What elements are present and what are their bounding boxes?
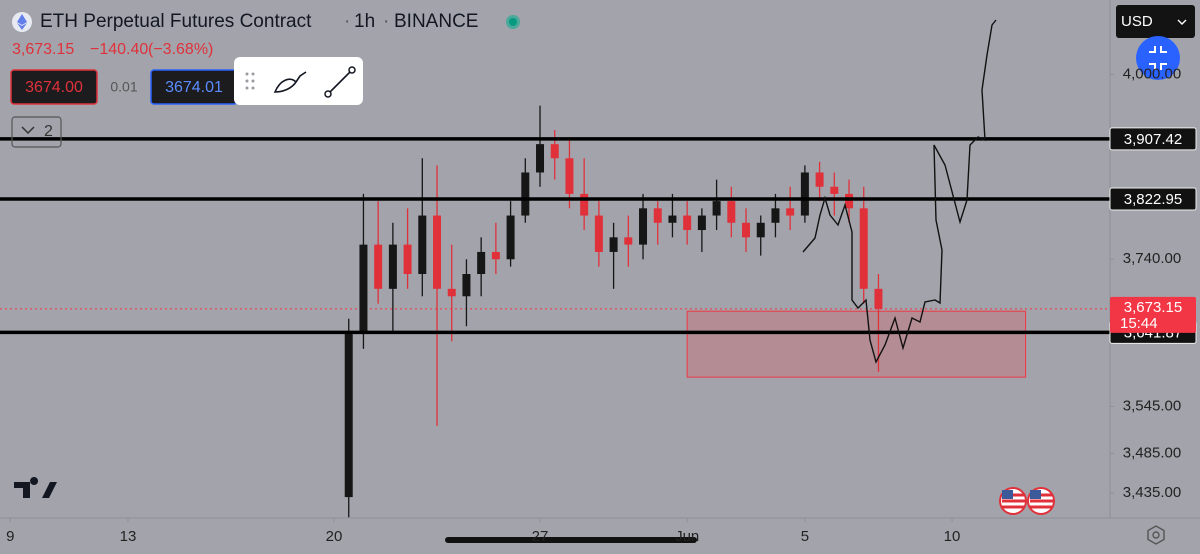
candle-body <box>830 186 839 194</box>
price-change: −140.40 <box>90 41 148 58</box>
candle-body <box>756 222 765 238</box>
candle-body <box>344 333 353 498</box>
candle-body <box>668 215 677 223</box>
y-tick-label: 3,545.00 <box>1123 397 1181 414</box>
candle-body <box>418 215 427 275</box>
x-tick-label: 20 <box>326 528 343 545</box>
x-tick-label: 5 <box>801 528 809 545</box>
chevron-icon <box>21 126 35 135</box>
collapse-button[interactable] <box>11 116 62 148</box>
candle-body <box>624 237 633 245</box>
price-label-box <box>1110 296 1196 333</box>
candle-body <box>727 201 736 223</box>
fullscreen-icon <box>1149 46 1167 70</box>
candle-body <box>712 201 721 216</box>
currency-selector[interactable] <box>1116 5 1195 38</box>
sell-button[interactable] <box>10 69 98 105</box>
candle-body <box>506 215 515 260</box>
y-tick-label: 4,000.00 <box>1123 66 1181 83</box>
candle-body <box>874 288 883 309</box>
candle-body <box>683 215 692 231</box>
x-tick-label: 10 <box>944 528 961 545</box>
x-tick-label: 27 <box>532 528 549 545</box>
candle-body <box>609 237 618 252</box>
zone <box>686 310 1027 378</box>
y-tick-label: 3,435.00 <box>1123 484 1181 501</box>
x-tick-label: 13 <box>120 528 137 545</box>
price-label: 3,673.15 <box>1124 299 1182 316</box>
y-tick-label: 3,485.00 <box>1123 444 1181 461</box>
home-indicator <box>445 537 697 543</box>
separator: · <box>383 11 389 32</box>
candle-body <box>462 274 471 297</box>
trend-line-tool[interactable] <box>348 66 356 74</box>
candle-body <box>742 222 751 238</box>
candle-body <box>447 288 456 297</box>
candle-body <box>580 193 589 216</box>
y-tick-label: 3,740.00 <box>1123 250 1181 267</box>
drag-handle <box>245 72 255 90</box>
countdown-label: 15:44 <box>1120 315 1158 332</box>
candle-body <box>639 208 648 245</box>
chevron-icon <box>1177 19 1187 25</box>
candle-body <box>550 144 559 159</box>
trend-line-tool[interactable] <box>324 90 332 98</box>
candle-body <box>536 144 545 173</box>
level-label: 3,907.42 <box>1124 131 1182 148</box>
last-price: 3,673.15 <box>12 41 74 58</box>
exchange: BINANCE <box>394 11 478 32</box>
candle-body <box>388 244 397 289</box>
candle-body <box>374 244 383 289</box>
flag-icon <box>999 487 1055 515</box>
price-change-pct: (−3.68%) <box>148 41 213 58</box>
level-label-box <box>1109 127 1197 151</box>
candle-body <box>359 244 368 334</box>
collapse-count[interactable]: 2 <box>44 123 53 140</box>
candle-body <box>859 208 868 289</box>
candle-body <box>653 208 662 223</box>
candle-body <box>477 251 486 275</box>
candle-body <box>815 172 824 187</box>
brush-tool[interactable] <box>273 71 307 93</box>
settings-icon[interactable] <box>1147 525 1165 545</box>
drawing-path <box>802 19 997 364</box>
interval: 1h <box>354 11 375 32</box>
spread: 0.01 <box>110 79 137 95</box>
candle-body <box>594 215 603 252</box>
status-dot <box>509 18 517 26</box>
candle-body <box>433 215 442 289</box>
fullscreen-button[interactable] <box>1136 36 1180 80</box>
candle-body <box>845 193 854 209</box>
currency[interactable]: USD <box>1121 13 1153 30</box>
separator: · <box>344 11 350 32</box>
candle-body <box>786 208 795 216</box>
level-label: 3,822.95 <box>1124 191 1182 208</box>
eth-icon <box>17 14 27 30</box>
candle-body <box>491 251 500 260</box>
level-label-box <box>1109 187 1197 211</box>
buy-price[interactable]: 3674.01 <box>165 79 223 96</box>
candle-body <box>697 215 706 231</box>
trend-line-tool[interactable] <box>327 69 353 95</box>
candle-body <box>771 208 780 223</box>
sell-price[interactable]: 3674.00 <box>25 79 83 96</box>
settings-icon <box>1152 531 1160 539</box>
candle-body <box>800 172 809 216</box>
x-tick-label: 9 <box>6 528 14 545</box>
symbol-name: ETH Perpetual Futures Contract <box>40 11 312 32</box>
candle-body <box>565 158 574 194</box>
candle-body <box>403 244 412 275</box>
tradingview-logo <box>14 477 57 498</box>
plot-area <box>0 105 1110 518</box>
x-tick-label: Jun <box>675 528 699 545</box>
candle-body <box>521 172 530 216</box>
